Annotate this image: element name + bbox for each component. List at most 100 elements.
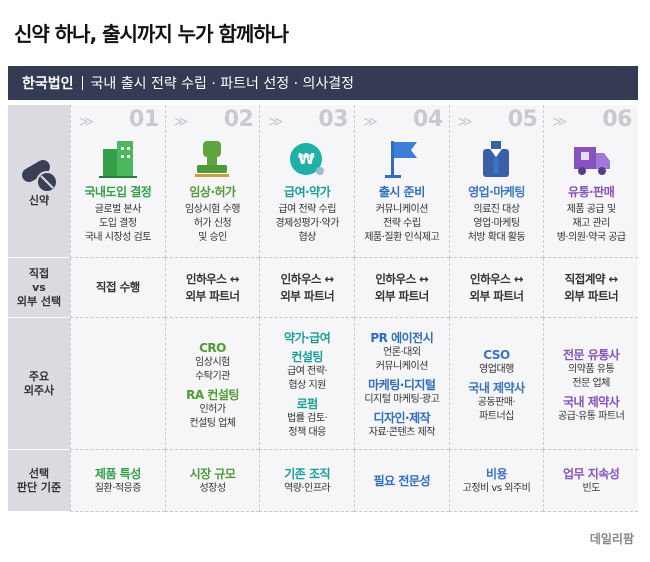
table: 신약 직접 vs 외부 선택 주요 외주사 선택 판단 기준 ≫ 01 국내도입 결정 글로벌 본사 도… (8, 105, 638, 512)
row-label-line: 신약 (28, 194, 50, 207)
choice-cell: 인하우스 ↔ 외부 파트너 (164, 258, 260, 318)
choice-text: 인하우스 ↔ (280, 271, 334, 286)
stage-number: 01 (129, 107, 159, 132)
stage-icon (574, 147, 611, 175)
criteria-desc: 빈도 (582, 482, 600, 494)
partner-cell: CSO 영업대행 국내 제약사 공동판매· 파트너십 (448, 318, 544, 450)
stage-desc: 제품 공급 및 (566, 204, 616, 215)
stage-icon (195, 141, 230, 177)
partner-cell (70, 318, 165, 450)
stage-cell: ≫ 06 유통·판매 제품 공급 및 재고 관리 병·의원·약국 공급 (543, 105, 638, 258)
criteria-desc: 고정비 vs 외주비 (462, 482, 531, 494)
criteria-desc: 질환·적응증 (94, 482, 142, 494)
partner-name: CRO (199, 340, 226, 355)
stage-cell: ≫ 01 국내도입 결정 글로벌 본사 도입 결정 국내 시장성 검토 (70, 105, 165, 258)
row-label-line: 판단 기준 (16, 480, 62, 494)
choice-text: 인하우스 ↔ (186, 271, 239, 286)
row-label: 선택 판단 기준 (8, 450, 70, 512)
partner-name: 컨설팅 (291, 350, 323, 364)
criteria-title: 제품 특성 (94, 466, 141, 481)
stage-desc: 급여 전략 수립 (278, 204, 336, 215)
stage-desc: 국내 시장성 검토 (84, 232, 152, 243)
chevron: ≫ (362, 114, 378, 130)
criteria-desc: 성장성 (199, 482, 226, 494)
partner-name: 로펌 (296, 397, 319, 411)
row-label-line: 직접 (28, 266, 50, 280)
partner-desc: 커뮤니케이션 (375, 361, 429, 372)
partner-cell: 약가·급여 컨설팅 급여 전략· 협상 지원 로펌 법률 검토· 정책 대응 (259, 318, 354, 450)
title: 신약 하나, 출시까지 누가 함께하나 (14, 22, 289, 46)
partner-desc: 공동판매· (477, 396, 516, 408)
row-label-line: 외주사 (23, 383, 55, 397)
drug-icon (22, 160, 58, 193)
stage-cell: ≫ 03 ₩ 급여·약가 급여 전략 수립 경제성평가·약가 협상 (259, 105, 354, 258)
partner-desc: 의약품 유통 (568, 363, 615, 375)
stage-title: 임상·허가 (189, 185, 236, 199)
stage-desc: 및 승인 (198, 232, 227, 243)
row-label-line: 주요 (28, 369, 50, 383)
partner-name: 마케팅·디지털 (368, 378, 436, 392)
stage-cell: ≫ 02 임상·허가 임상시험 수행 허가 신청 및 승인 (164, 105, 260, 258)
choice-text: 외부 파트너 (469, 288, 524, 303)
stage-number: 04 (413, 107, 443, 132)
choice-text: 인하우스 ↔ (470, 271, 523, 286)
criteria-title: 필요 전문성 (373, 473, 431, 488)
stage-icon (384, 141, 417, 178)
row-label-line: 선택 (28, 466, 50, 480)
criteria-cell: 업무 지속성 빈도 (543, 450, 638, 512)
choice-cell: 인하우스 ↔ 외부 파트너 (259, 258, 354, 318)
partner-name: 국내 제약사 (562, 394, 620, 409)
partner-name: CSO (483, 347, 510, 362)
header-label: 한국법인 (22, 76, 74, 92)
row-label-line: 외부 선택 (16, 294, 62, 308)
partner-name: PR 에이전시 (370, 331, 434, 345)
partner-desc: 정책 대응 (288, 427, 326, 438)
stage-desc: 영업·마케팅 (473, 218, 520, 229)
criteria-cell: 필요 전문성 (353, 450, 449, 512)
partner-name: RA 컨설팅 (186, 387, 239, 402)
choice-cell: 직접계약 ↔ 외부 파트너 (543, 258, 638, 318)
criteria-title: 비용 (485, 466, 508, 481)
partner-desc: 전문 업체 (572, 377, 610, 389)
criteria-cell: 시장 규모 성장성 (164, 450, 260, 512)
stage-desc: 도입 결정 (99, 218, 137, 229)
criteria-desc: 역량·인프라 (284, 482, 331, 494)
stage-title: 영업·마케팅 (468, 185, 525, 199)
stage-desc: 제품·질환 인식제고 (364, 232, 440, 243)
stage-desc: 재고 관리 (572, 218, 610, 229)
footer-logo: 데일리팜 (589, 532, 634, 546)
criteria-cell: 제품 특성 질환·적응증 (70, 450, 165, 512)
stage-title: 출시 준비 (378, 185, 425, 199)
choice-cell: 인하우스 ↔ 외부 파트너 (353, 258, 449, 318)
chevron: ≫ (79, 114, 94, 130)
partner-desc: 법률 검토· (287, 413, 328, 424)
partner-desc: 파트너십 (479, 410, 514, 422)
stage-desc: 커뮤니케이션 (375, 204, 429, 215)
choice-text: 직접계약 ↔ (564, 271, 618, 286)
stage-desc: 전략 수립 (383, 218, 421, 229)
header-bar: 한국법인 국내 출시 전략 수립 · 파트너 선정 · 의사결정 (8, 66, 638, 100)
criteria-title: 시장 규모 (189, 466, 236, 481)
stage-desc: 의료진 대상 (473, 204, 520, 215)
stage-icon (483, 141, 510, 177)
partner-cell: 전문 유통사 의약품 유통 전문 업체 국내 제약사 공급·유통 파트너 (543, 318, 638, 450)
stage-desc: 임상시험 수행 (185, 204, 240, 215)
chevron: ≫ (457, 114, 473, 130)
partner-cell: CRO 임상시험 수탁기관 RA 컨설팅 인허가 컨설팅 업체 (164, 318, 260, 450)
stage-title: 급여·약가 (284, 185, 331, 199)
partner-desc: 급여 전략· (287, 366, 328, 377)
choice-text: 인하우스 ↔ (375, 271, 429, 286)
partner-cell: PR 에이전시 언론·대외 커뮤니케이션 마케팅·디지털 디지털 마케팅·광고 디자인·제… (353, 318, 449, 450)
partner-name: 국내 제약사 (468, 380, 525, 395)
partner-desc: 컨설팅 업체 (189, 417, 236, 429)
criteria-title: 업무 지속성 (562, 466, 620, 481)
partner-desc: 언론·대외 (383, 347, 421, 358)
separator (81, 76, 83, 90)
row-label: 직접 vs 외부 선택 (8, 258, 70, 318)
choice-text: 외부 파트너 (374, 288, 429, 303)
stage-desc: 허가 신청 (193, 218, 232, 229)
criteria-cell: 기존 조직 역량·인프라 (259, 450, 354, 512)
partner-desc: 자료·콘텐츠 제작 (368, 427, 436, 438)
